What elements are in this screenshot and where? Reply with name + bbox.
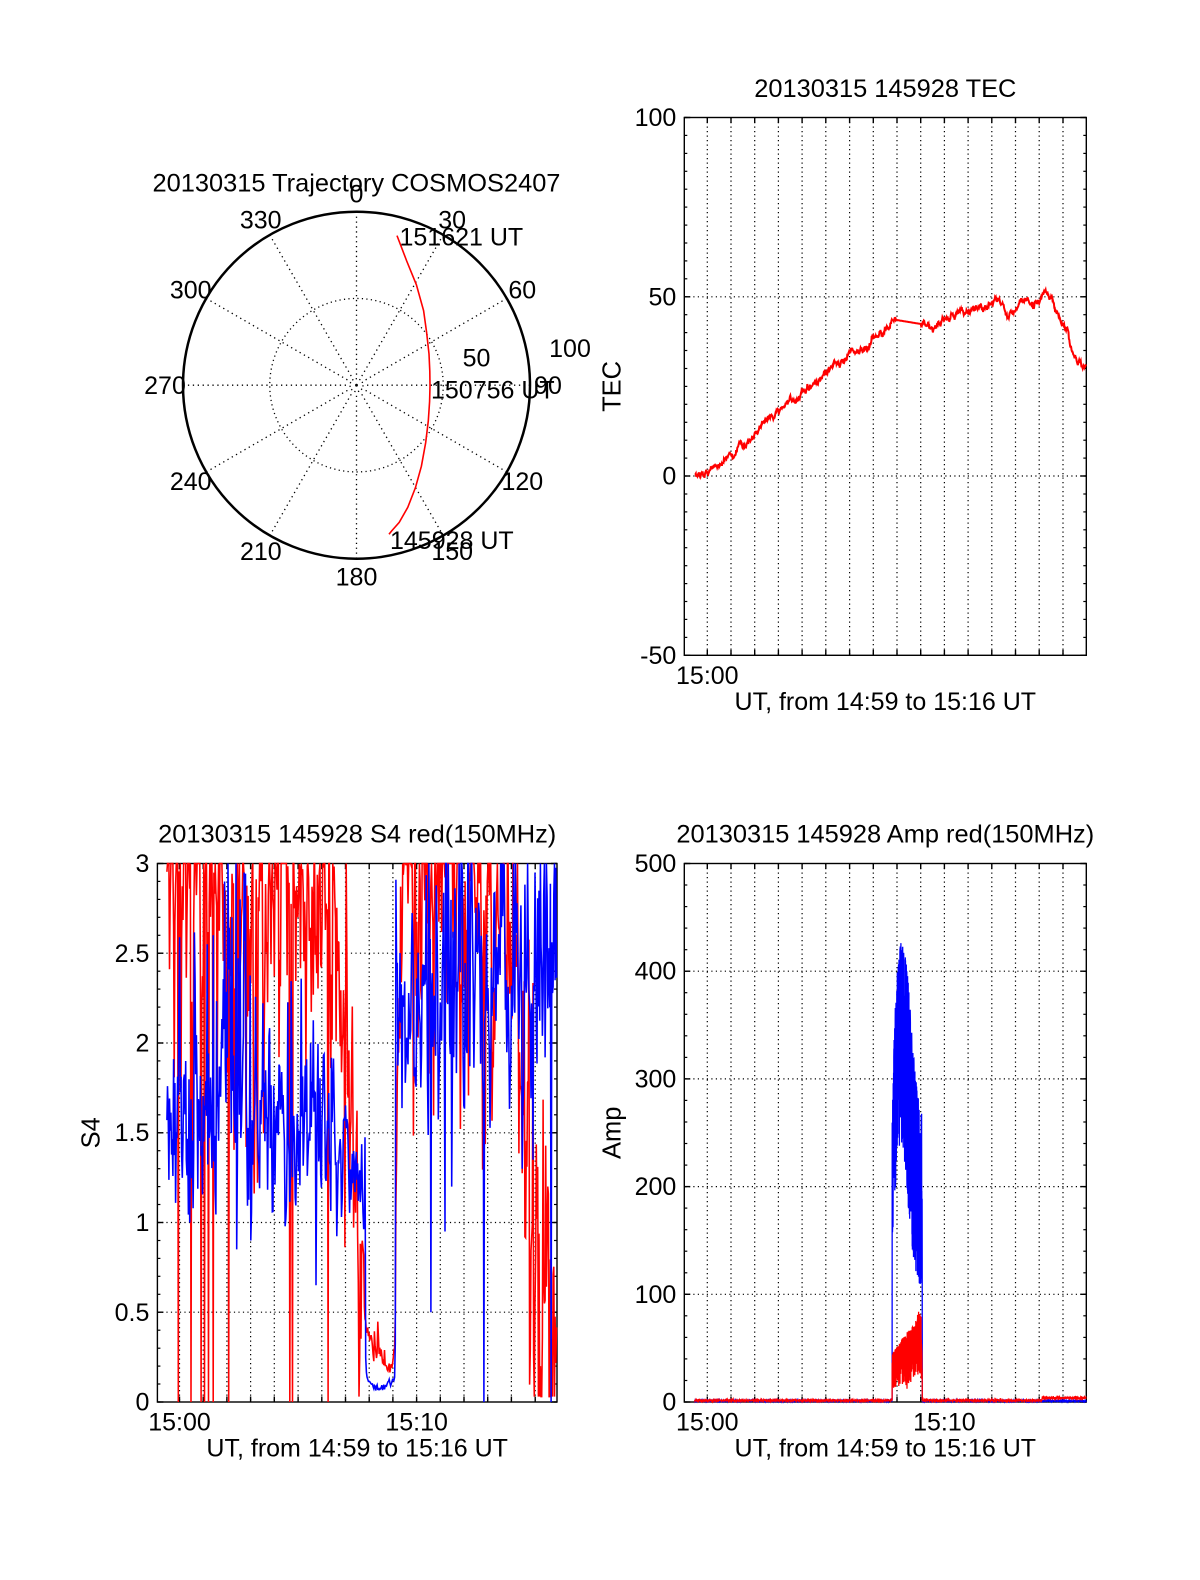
svg-text:Amp: Amp bbox=[598, 1107, 626, 1159]
svg-text:30: 30 bbox=[438, 206, 466, 234]
svg-text:0.5: 0.5 bbox=[115, 1299, 150, 1327]
svg-text:150: 150 bbox=[431, 538, 473, 566]
svg-text:2.5: 2.5 bbox=[115, 940, 150, 968]
svg-text:151621 UT: 151621 UT bbox=[400, 224, 524, 252]
svg-text:20130315 Trajectory COSMOS2407: 20130315 Trajectory COSMOS2407 bbox=[153, 170, 561, 198]
svg-text:500: 500 bbox=[635, 850, 677, 878]
svg-text:90: 90 bbox=[534, 372, 562, 400]
svg-text:180: 180 bbox=[336, 564, 378, 592]
svg-text:15:00: 15:00 bbox=[676, 1409, 739, 1437]
svg-text:210: 210 bbox=[240, 538, 282, 566]
svg-text:15:00: 15:00 bbox=[148, 1409, 211, 1437]
svg-text:120: 120 bbox=[501, 468, 543, 496]
svg-text:20130315 145928 Amp red(150MHz: 20130315 145928 Amp red(150MHz) bbox=[676, 821, 1094, 849]
svg-text:UT, from 14:59 to 15:16 UT: UT, from 14:59 to 15:16 UT bbox=[206, 1435, 508, 1463]
svg-text:3: 3 bbox=[135, 850, 149, 878]
svg-text:330: 330 bbox=[240, 206, 282, 234]
svg-text:20130315 145928 TEC: 20130315 145928 TEC bbox=[754, 75, 1016, 103]
svg-text:300: 300 bbox=[170, 276, 212, 304]
svg-text:15:10: 15:10 bbox=[385, 1409, 448, 1437]
svg-text:100: 100 bbox=[635, 104, 677, 132]
svg-text:200: 200 bbox=[635, 1173, 677, 1201]
svg-text:15:10: 15:10 bbox=[913, 1409, 976, 1437]
svg-text:300: 300 bbox=[635, 1065, 677, 1093]
svg-text:15:00: 15:00 bbox=[676, 662, 739, 690]
svg-text:150756 UT: 150756 UT bbox=[431, 377, 555, 405]
svg-text:2: 2 bbox=[135, 1030, 149, 1058]
svg-text:100: 100 bbox=[549, 335, 591, 363]
svg-text:270: 270 bbox=[144, 372, 186, 400]
svg-text:S4: S4 bbox=[78, 1117, 106, 1148]
svg-text:400: 400 bbox=[635, 958, 677, 986]
svg-text:0: 0 bbox=[662, 463, 676, 491]
svg-text:50: 50 bbox=[648, 283, 676, 311]
svg-text:100: 100 bbox=[635, 1281, 677, 1309]
svg-text:60: 60 bbox=[508, 276, 536, 304]
svg-text:0: 0 bbox=[135, 1389, 149, 1417]
svg-text:0: 0 bbox=[662, 1389, 676, 1417]
svg-text:20130315 145928 S4 red(150MHz): 20130315 145928 S4 red(150MHz) bbox=[158, 821, 556, 849]
svg-text:UT, from 14:59 to 15:16 UT: UT, from 14:59 to 15:16 UT bbox=[735, 688, 1037, 716]
svg-text:50: 50 bbox=[463, 345, 491, 373]
svg-text:0: 0 bbox=[350, 181, 364, 209]
svg-text:UT, from 14:59 to 15:16 UT: UT, from 14:59 to 15:16 UT bbox=[735, 1435, 1037, 1463]
svg-text:-50: -50 bbox=[640, 642, 676, 670]
svg-text:1.5: 1.5 bbox=[115, 1119, 150, 1147]
svg-text:240: 240 bbox=[170, 468, 212, 496]
svg-text:TEC: TEC bbox=[598, 361, 626, 412]
svg-text:1: 1 bbox=[135, 1209, 149, 1237]
svg-text:145928 UT: 145928 UT bbox=[390, 527, 514, 555]
